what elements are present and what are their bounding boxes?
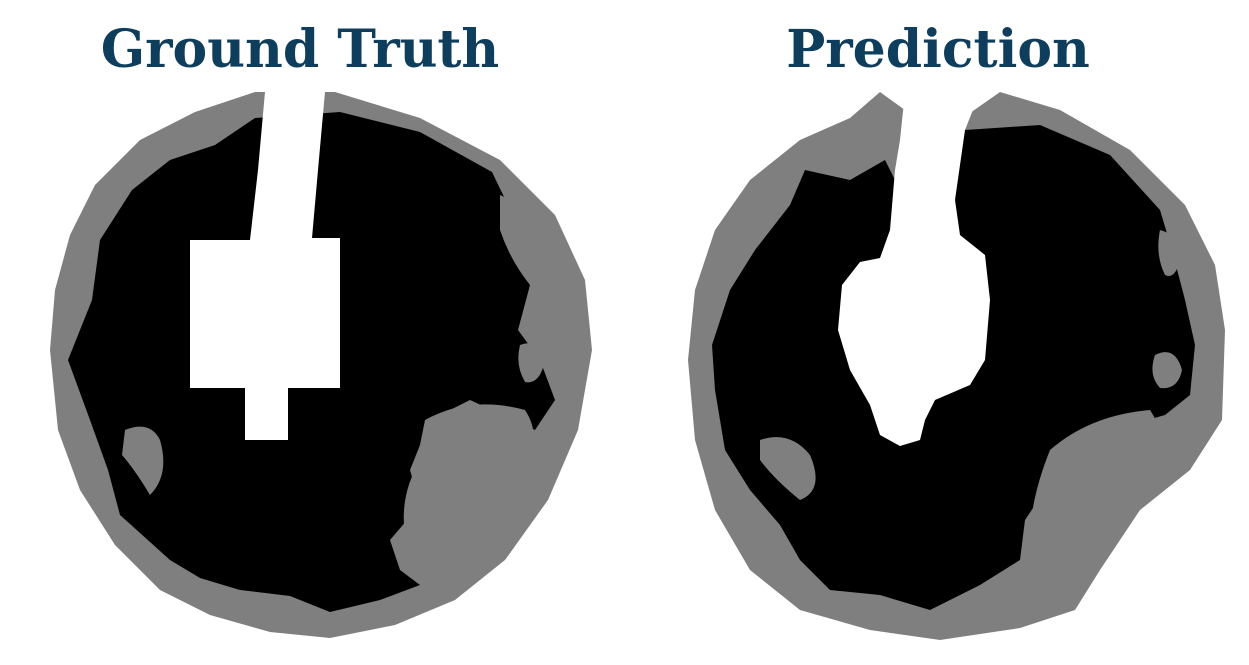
ground-truth-title: Ground Truth: [100, 19, 500, 80]
prediction-gray-patch-right: [1030, 410, 1164, 552]
ground-truth-gray-blob-left: [122, 426, 164, 495]
prediction-title: Prediction: [786, 19, 1090, 80]
prediction-white-region: [838, 92, 990, 446]
prediction-gray-patch-left: [760, 437, 816, 500]
ground-truth-gray-patch-top-right: [500, 195, 542, 285]
prediction-gray-dot: [1152, 352, 1182, 389]
prediction-gray-patch-top-right: [1158, 230, 1180, 276]
ground-truth-mask: [50, 92, 592, 638]
ground-truth-gray-blob-right: [403, 404, 534, 549]
prediction-mask: [688, 92, 1225, 640]
ground-truth-gray-blob-small: [518, 343, 545, 383]
ground-truth-white-region: [190, 92, 340, 440]
